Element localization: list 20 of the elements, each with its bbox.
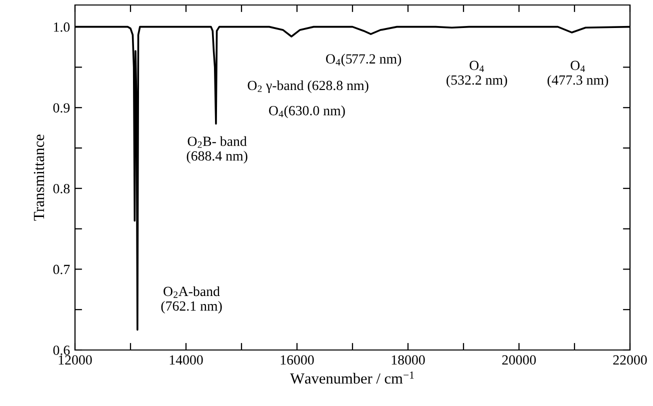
- x-axis-title: Wavenumber / cm$^{−1}$: [290, 372, 414, 384]
- x-tick-label: 12000: [58, 355, 92, 365]
- y-tick-label: 0.7: [53, 264, 70, 274]
- x-tick-label: 18000: [392, 355, 425, 365]
- annotation: O$_{4}$ (477.3 nm): [548, 60, 608, 88]
- y-tick-label: 0.8: [53, 184, 70, 194]
- x-tick-label: 20000: [502, 355, 536, 365]
- y-tick-label: 0.9: [53, 103, 70, 113]
- annotation: O$_{4}$(577.2 nm): [326, 54, 402, 66]
- annotation: O$_{2}$ γ-band (628.8 nm): [248, 80, 368, 93]
- y-tick-label: 1.0: [54, 22, 70, 32]
- annotation: O$_{4}$(630.0 nm): [269, 106, 345, 118]
- y-axis-title: Transmittance: [34, 134, 44, 221]
- x-tick-label: 16000: [280, 355, 314, 365]
- y-tick-label: 0.6: [53, 346, 70, 356]
- x-tick-label: 22000: [613, 355, 647, 365]
- x-tick-label: 14000: [170, 355, 203, 365]
- annotation: O$_{2}$A-band (762.1 nm): [161, 286, 222, 314]
- annotation: O$_{4}$ (532.2 nm): [446, 60, 508, 88]
- annotation: O$_{2}$B- band (688.4 nm): [186, 136, 248, 164]
